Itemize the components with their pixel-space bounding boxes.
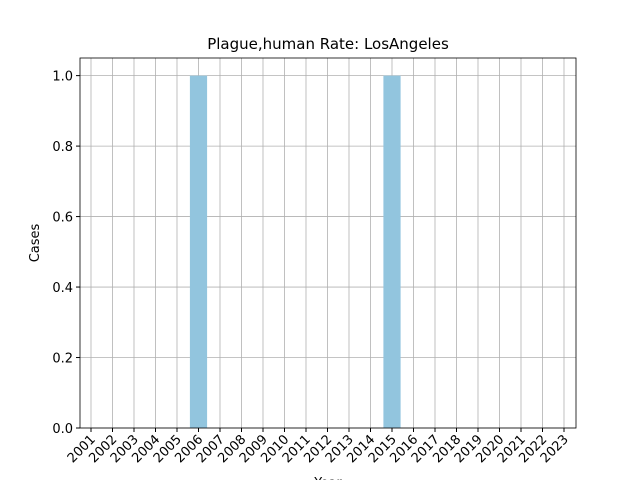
bar <box>189 75 208 428</box>
y-tick-label: 1.0 <box>52 70 73 85</box>
y-tick-label: 0.2 <box>52 352 73 367</box>
x-axis-label: Year <box>313 476 342 480</box>
y-axis-label: Cases <box>28 223 43 262</box>
y-tick-label: 0.4 <box>52 281 73 296</box>
bar <box>383 75 401 428</box>
y-tick-label: 0.6 <box>52 211 73 226</box>
chart-title: Plague,human Rate: LosAngeles <box>207 35 449 53</box>
y-tick-label: 0.8 <box>52 140 73 155</box>
y-tick-label: 0.0 <box>52 422 73 437</box>
plot-frame <box>79 57 577 429</box>
